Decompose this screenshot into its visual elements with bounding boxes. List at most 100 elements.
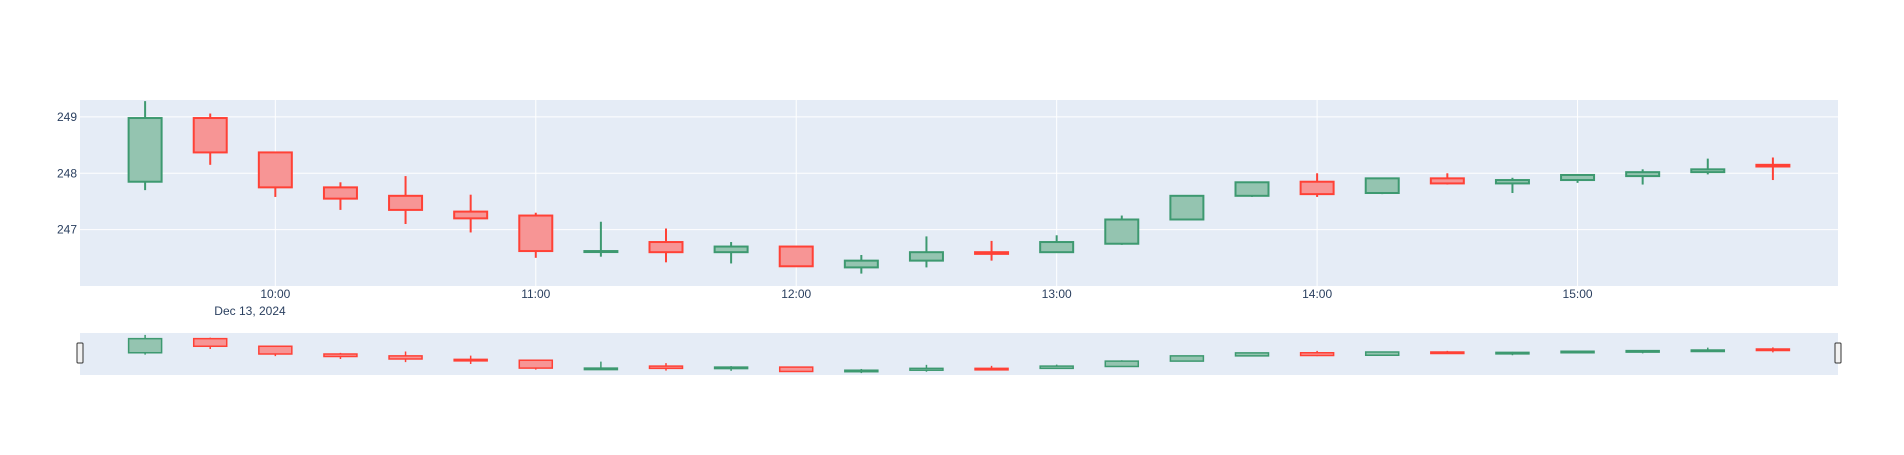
candle-increasing[interactable] — [713, 242, 749, 264]
slider-candle-body — [1039, 365, 1074, 370]
x-tick-label: 14:00 — [1302, 287, 1332, 301]
slider-candle-body — [127, 337, 163, 354]
x-date-label: Dec 13, 2024 — [214, 304, 286, 318]
slider-candle — [1104, 360, 1140, 368]
slider-candle-body — [323, 353, 358, 358]
slider-candle-body — [1104, 360, 1140, 368]
rangeslider-background[interactable] — [80, 333, 1838, 375]
slider-candle-body — [258, 345, 293, 355]
candle-body — [778, 245, 814, 268]
candle-increasing[interactable] — [1494, 177, 1530, 193]
rangeslider-left-handle[interactable] — [76, 342, 84, 364]
candle-decreasing[interactable] — [453, 194, 489, 233]
candle-body — [843, 259, 879, 269]
candle-decreasing[interactable] — [192, 113, 228, 165]
candle-body — [583, 250, 619, 254]
rangeslider-candles — [127, 334, 1791, 374]
slider-candle-body — [1430, 351, 1465, 355]
rangeslider-right-handle[interactable] — [1834, 342, 1842, 364]
slider-candle-body — [583, 367, 619, 371]
slider-candle — [713, 366, 749, 371]
slider-candle — [388, 351, 423, 363]
candle-body — [1169, 194, 1205, 221]
slider-candle-body — [909, 367, 944, 371]
candle-body — [1364, 177, 1400, 195]
x-tick-label: 12:00 — [781, 287, 811, 301]
candle-increasing[interactable] — [1039, 235, 1075, 254]
slider-candle-body — [648, 365, 684, 370]
y-tick-label: 248 — [57, 166, 77, 180]
candle-body — [257, 151, 293, 189]
slider-candle-body — [388, 355, 423, 360]
slider-candle — [1364, 351, 1400, 356]
candle-increasing[interactable] — [1364, 177, 1400, 195]
slider-candle-body — [518, 359, 554, 369]
candle-increasing[interactable] — [1234, 181, 1270, 197]
candle-body — [1560, 173, 1596, 182]
slider-candle — [518, 359, 554, 370]
candle-increasing[interactable] — [1690, 158, 1726, 175]
candle-body — [192, 117, 228, 154]
slider-candle — [974, 365, 1009, 371]
main-grid — [80, 100, 1838, 286]
candle-body — [908, 251, 944, 262]
candle-body — [1234, 181, 1270, 197]
slider-candle — [127, 334, 163, 355]
main-candles[interactable] — [127, 101, 1791, 274]
candle-decreasing[interactable] — [257, 151, 293, 197]
slider-candle-body — [1495, 351, 1530, 355]
candle-increasing[interactable] — [1560, 173, 1596, 183]
candle-decreasing[interactable] — [648, 228, 684, 263]
slider-candle — [1755, 347, 1791, 353]
slider-candle — [583, 361, 619, 371]
y-tick-label: 247 — [57, 223, 77, 237]
candle-increasing[interactable] — [1625, 169, 1661, 185]
slider-candle — [1625, 349, 1660, 354]
candle-decreasing[interactable] — [1429, 173, 1465, 185]
candle-decreasing[interactable] — [388, 176, 424, 224]
slider-candle-body — [713, 366, 749, 370]
candle-body — [388, 194, 424, 211]
candle-increasing[interactable] — [583, 221, 619, 257]
candle-decreasing[interactable] — [974, 240, 1010, 261]
candle-body — [1039, 241, 1075, 254]
candle-decreasing[interactable] — [1755, 157, 1791, 181]
slider-candle — [192, 337, 228, 350]
slider-candle-body — [1755, 348, 1791, 352]
candle-increasing[interactable] — [908, 236, 944, 268]
candle-body — [322, 186, 358, 200]
candle-increasing[interactable] — [1104, 215, 1140, 245]
candle-body — [1104, 218, 1140, 245]
candle-increasing[interactable] — [127, 101, 163, 191]
slider-candle-body — [844, 369, 879, 373]
candle-body — [648, 241, 684, 254]
candle-decreasing[interactable] — [778, 245, 814, 268]
slider-candle — [1234, 352, 1270, 357]
candle-increasing[interactable] — [1169, 194, 1205, 221]
candle-decreasing[interactable] — [322, 182, 358, 210]
candle-body — [974, 251, 1010, 255]
slider-candle — [1430, 350, 1465, 355]
slider-candle — [453, 355, 488, 364]
candle-decreasing[interactable] — [1299, 173, 1335, 197]
candle-increasing[interactable] — [843, 255, 879, 274]
candle-body — [713, 245, 749, 254]
slider-candle — [1299, 350, 1335, 357]
slider-candle — [778, 366, 814, 373]
candle-decreasing[interactable] — [518, 212, 554, 258]
candle-body — [453, 210, 489, 220]
slider-candle — [1495, 351, 1530, 356]
slider-candle — [1560, 350, 1595, 354]
candle-body — [1429, 177, 1465, 185]
slider-candle — [648, 363, 684, 371]
candle-body — [1299, 180, 1335, 196]
candle-body — [1690, 168, 1726, 174]
slider-candle-body — [1364, 351, 1400, 356]
x-axis-ticks: 10:00 11:00 12:00 13:00 14:00 15:00 — [260, 287, 1593, 301]
slider-candle-body — [1560, 350, 1595, 354]
slider-candle — [323, 352, 358, 359]
slider-candle — [909, 364, 944, 372]
slider-candle-body — [778, 366, 814, 373]
